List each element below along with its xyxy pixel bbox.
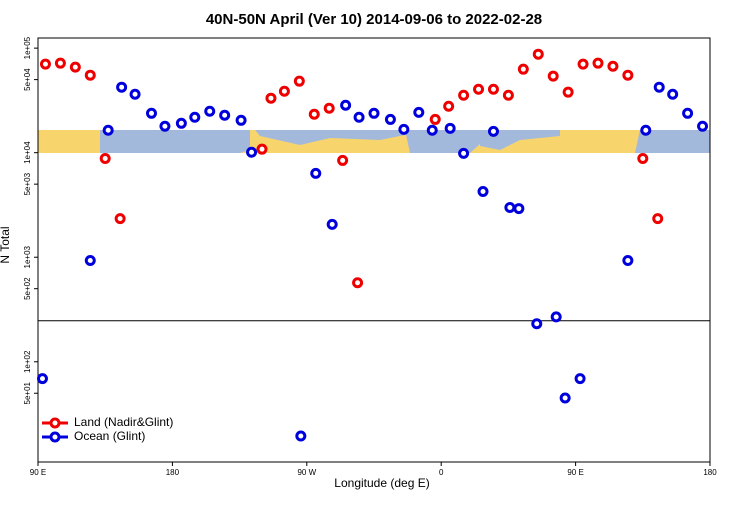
point [458,89,470,101]
point [640,124,652,136]
ocean [100,130,250,153]
point [308,108,320,120]
ocean [480,130,560,150]
point [398,123,410,135]
point [368,107,380,119]
point [337,154,349,166]
point [547,70,559,82]
point [114,213,126,225]
y-tick-label: 1e+04 [23,141,32,164]
point [504,201,516,213]
point [204,105,216,117]
point [102,124,114,136]
point [458,147,470,159]
point [426,124,438,136]
point [413,106,425,118]
x-tick-label: 90 E [30,468,46,477]
point [352,277,364,289]
x-tick-label: 180 [166,468,180,477]
point [622,69,634,81]
point [429,113,441,125]
legend-label: Ocean (Glint) [74,429,145,443]
point [487,83,499,95]
point [502,89,514,101]
point [667,88,679,100]
x-tick-label: 0 [439,468,444,477]
y-tick-label: 1e+05 [23,36,32,59]
point [622,255,634,267]
point [84,255,96,267]
point [36,373,48,385]
point [574,373,586,385]
point [310,167,322,179]
plot-frame [37,37,711,463]
point [487,125,499,137]
point [513,203,525,215]
point [607,60,619,72]
x-tick-label: 90 W [297,468,316,477]
point [39,58,51,70]
point [531,318,543,330]
y-tick-label: 1e+02 [23,350,32,373]
point [278,85,290,97]
x-tick-label: 180 [703,468,717,477]
point [384,113,396,125]
point [682,107,694,119]
point [443,100,455,112]
point [473,83,485,95]
point [652,213,664,225]
point [592,57,604,69]
ocean [405,130,480,153]
point [129,88,141,100]
point [159,120,171,132]
point [340,99,352,111]
point [550,311,562,323]
y-tick-label: 5e+02 [23,277,32,300]
point [532,48,544,60]
point [293,75,305,87]
point [69,61,81,73]
point [54,57,66,69]
point [353,111,365,123]
legend-label: Land (Nadir&Glint) [74,415,173,429]
ocean [635,130,710,153]
point [145,107,157,119]
point [653,81,665,93]
point [256,143,268,155]
point [265,92,277,104]
point [246,146,258,158]
point [697,120,709,132]
point [235,114,247,126]
point [517,63,529,75]
x-axis-label: Longitude (deg E) [334,476,429,490]
point [323,102,335,114]
x-tick-label: 90 E [567,468,583,477]
y-axis-label: N Total [0,226,12,263]
point [84,69,96,81]
y-tick-label: 5e+03 [23,172,32,195]
point [219,109,231,121]
y-tick-label: 5e+01 [23,381,32,404]
legend-marker [49,417,61,429]
point [444,122,456,134]
y-tick-label: 5e+04 [23,68,32,91]
point [175,117,187,129]
point [189,111,201,123]
point [577,58,589,70]
chart-title: 40N-50N April (Ver 10) 2014-09-06 to 202… [206,11,542,28]
point [559,392,571,404]
map-band [38,130,710,153]
point [295,430,307,442]
point [116,81,128,93]
y-tick-label: 1e+03 [23,245,32,268]
point [99,152,111,164]
ocean [255,130,405,145]
legend-marker [49,431,61,443]
point [562,86,574,98]
point [477,186,489,198]
point [326,218,338,230]
point [637,152,649,164]
